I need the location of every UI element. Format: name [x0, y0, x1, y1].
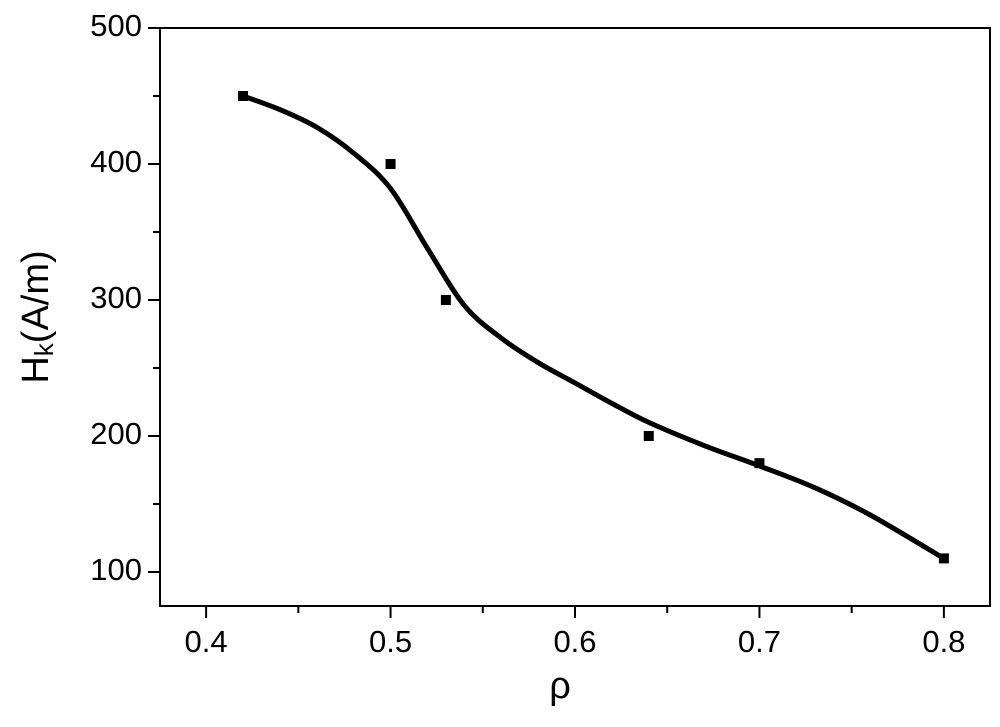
y-axis-label: Hk(A/m) — [15, 250, 59, 383]
fit-line — [242, 93, 946, 561]
data-point — [643, 431, 654, 441]
y-axis-label-unit: (A/m) — [15, 250, 57, 343]
data-point — [754, 458, 765, 469]
data-point — [440, 295, 451, 305]
x-tick-label: 0.8 — [922, 624, 965, 659]
y-tick-label: 400 — [90, 144, 142, 179]
data-point — [938, 553, 949, 564]
x-tick-label: 0.7 — [738, 624, 781, 659]
y-axis-label-main: H — [15, 356, 57, 383]
x-tick-label: 0.5 — [369, 624, 412, 659]
y-tick-label: 100 — [90, 552, 142, 587]
data-point — [238, 91, 248, 101]
plot-frame — [159, 27, 991, 607]
y-tick-label: 500 — [90, 8, 142, 43]
y-tick-label: 200 — [90, 416, 142, 451]
x-axis-label: ρ — [549, 665, 571, 707]
x-tick-label: 0.4 — [185, 624, 228, 659]
y-axis-label-sub: k — [29, 342, 59, 356]
y-tick-label: 300 — [90, 280, 142, 315]
x-tick-label: 0.6 — [553, 624, 596, 659]
data-point — [385, 159, 396, 169]
